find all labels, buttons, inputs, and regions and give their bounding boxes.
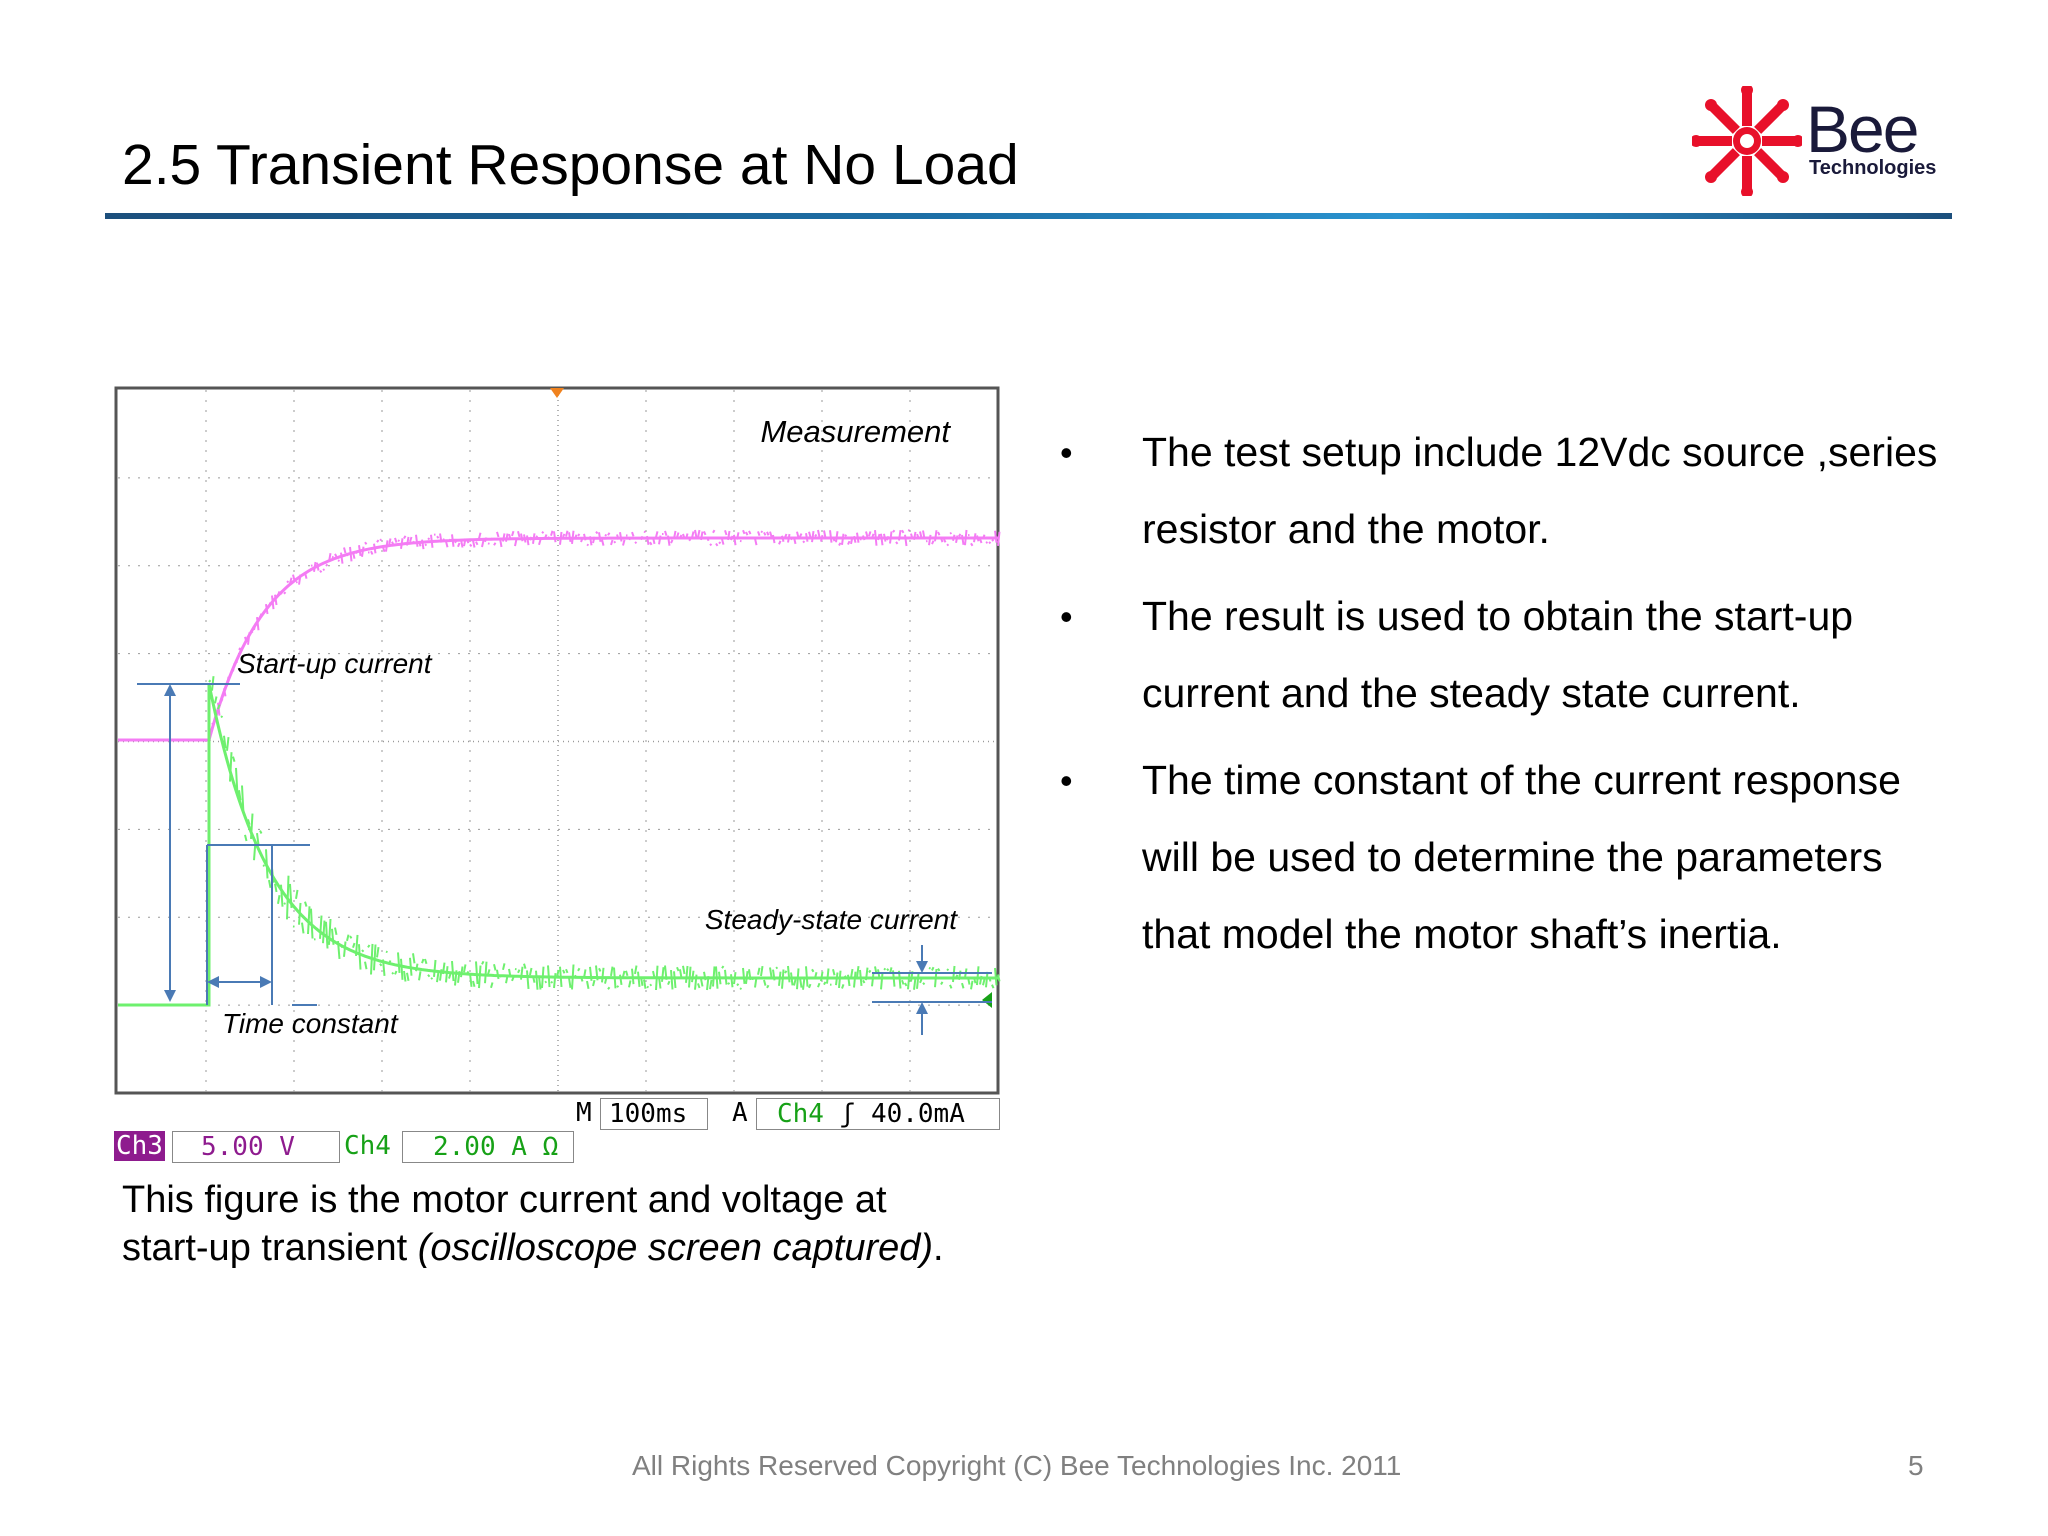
bullet-list: • The test setup include 12Vdc source ,se… <box>1060 414 1960 983</box>
bullet-text: The test setup include 12Vdc source ,ser… <box>1142 429 1938 552</box>
logo-subtitle: Technologies <box>1809 157 1937 179</box>
slide-title: 2.5 Transient Response at No Load <box>122 133 1019 197</box>
bullet-marker: • <box>1060 760 1073 801</box>
arrow-head-down-small <box>916 961 928 973</box>
bullet-item: • The test setup include 12Vdc source ,se… <box>1060 414 1960 568</box>
caption-line-1: This figure is the motor current and vol… <box>122 1179 887 1221</box>
logo-wordmark: Bee <box>1806 92 1919 166</box>
measurement-label: Measurement <box>760 414 951 449</box>
bullet-item: • The time constant of the current respon… <box>1060 742 1960 973</box>
company-logo: Bee Technologies <box>1690 84 1962 198</box>
startup-current-label: Start-up current <box>237 648 433 679</box>
arrow-head-up-small <box>916 1002 928 1014</box>
voltage-trace <box>118 536 998 742</box>
copyright-footer: All Rights Reserved Copyright (C) Bee Te… <box>632 1450 1402 1481</box>
bullet-marker: • <box>1060 596 1073 637</box>
bullet-marker: • <box>1060 432 1073 473</box>
scope-frame <box>114 386 1000 1095</box>
current-trace-noise <box>208 676 1001 991</box>
ch4-scale: 2.00 A Ω <box>402 1131 574 1163</box>
annotations <box>137 683 992 1035</box>
ch4-tag: Ch4 <box>344 1131 391 1161</box>
oscilloscope-screen: Measurement Start-up current Steady-stat… <box>114 386 1001 1095</box>
caption-line-2: start-up transient <box>122 1227 418 1269</box>
ch3-tag: Ch3 <box>114 1131 165 1161</box>
bullet-item: • The result is used to obtain the start-… <box>1060 578 1960 732</box>
caption-italic: (oscilloscope screen captured) <box>417 1227 934 1269</box>
figure-caption: This figure is the motor current and vol… <box>122 1176 1022 1272</box>
time-constant-label: Time constant <box>222 1008 399 1039</box>
title-divider <box>105 213 1952 219</box>
arrow-head-up <box>164 684 176 696</box>
timebase-readout: 100ms <box>600 1098 708 1130</box>
ch3-scale: 5.00 V <box>172 1131 340 1163</box>
bee-star-icon <box>1690 84 1804 198</box>
timebase-tag: M <box>576 1098 592 1128</box>
caption-end: . <box>933 1227 944 1269</box>
trigger-tag: A <box>732 1098 748 1128</box>
arrow-head-right <box>260 976 272 988</box>
arrow-head-down <box>164 990 176 1002</box>
steady-state-current-label: Steady-state current <box>705 904 958 935</box>
page-number: 5 <box>1908 1450 1924 1481</box>
ch4-level-marker <box>982 992 992 1008</box>
trigger-source: Ch4 <box>777 1099 824 1129</box>
trigger-readout: Ch4 ʃ 40.0mA <box>756 1098 1000 1130</box>
arrow-head-left <box>207 976 219 988</box>
trigger-level: 40.0mA <box>870 1099 965 1129</box>
trigger-slope-icon: ʃ <box>839 1099 856 1129</box>
bullet-text: The result is used to obtain the start-u… <box>1142 593 1854 716</box>
bullet-text: The time constant of the current respons… <box>1142 757 1901 957</box>
trigger-marker <box>550 388 564 398</box>
